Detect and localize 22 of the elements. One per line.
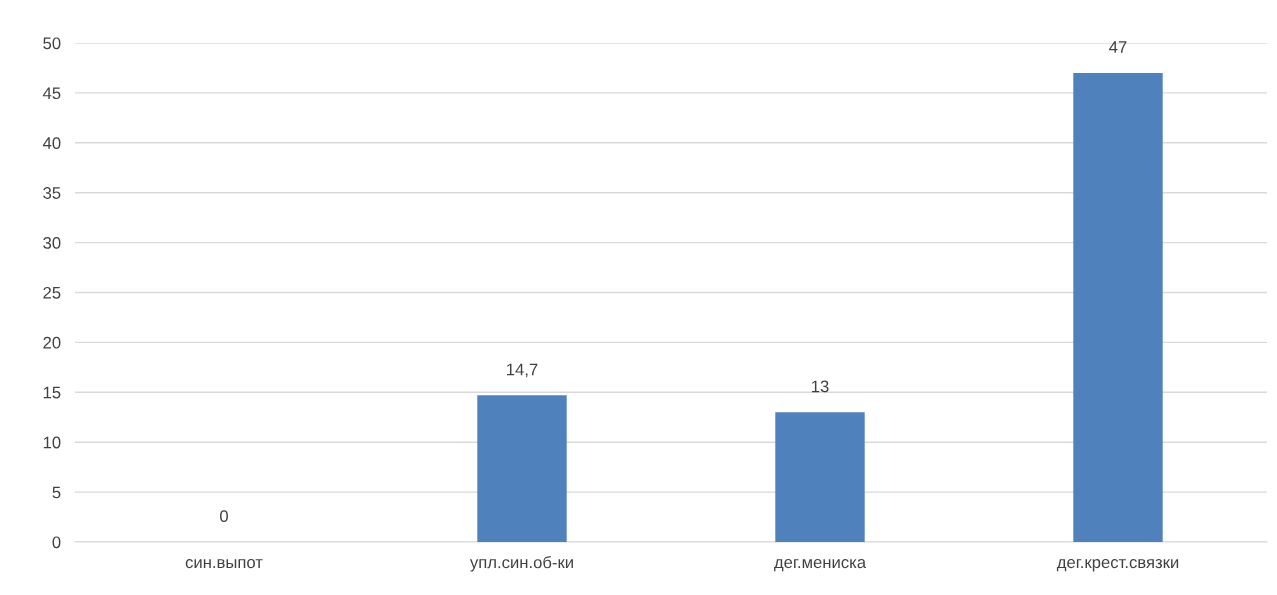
data-label: 47 <box>1109 41 1127 53</box>
bar <box>1073 72 1163 542</box>
x-tick-label: упл.син.об-ки <box>469 555 573 572</box>
y-tick-label: 30 <box>43 237 61 249</box>
y-tick-label: 50 <box>43 37 61 50</box>
x-tick-label: дег.крест.связки <box>1056 559 1179 572</box>
data-label: 14,7 <box>507 363 538 378</box>
y-tick-label: 5 <box>52 486 61 499</box>
x-tick-label: син.выпот <box>185 559 263 569</box>
y-tick-label: 25 <box>43 286 61 299</box>
y-tick-label: 10 <box>43 436 61 449</box>
bar <box>477 395 567 542</box>
y-tick-label: 20 <box>43 336 61 349</box>
y-tick-label: 45 <box>42 87 61 100</box>
y-tick-label: 15 <box>43 386 61 399</box>
x-tick-label: дег.мениска <box>774 559 867 572</box>
y-tick-label: 0 <box>52 536 61 549</box>
bar <box>775 412 865 542</box>
data-label: 0 <box>220 510 228 523</box>
y-tick-label: 35 <box>43 187 61 199</box>
data-label: 13 <box>812 380 829 393</box>
y-tick-label: 40 <box>42 137 61 149</box>
